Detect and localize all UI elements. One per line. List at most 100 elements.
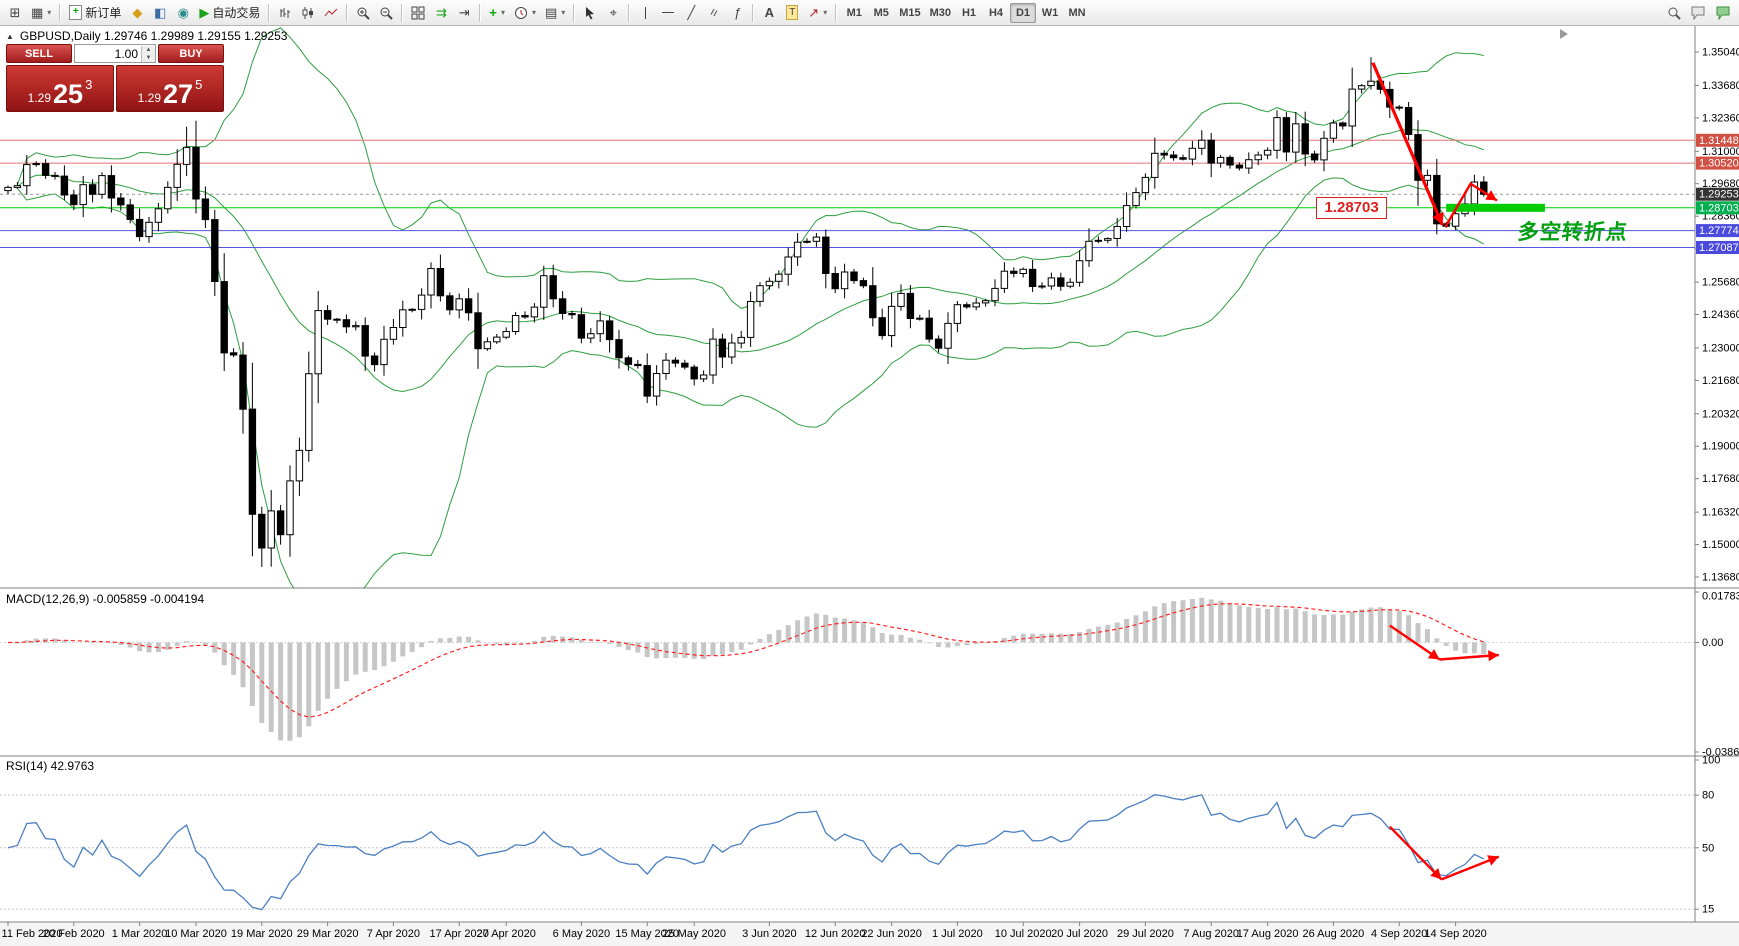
horizontal-line-button[interactable] <box>657 2 679 24</box>
svg-text:1.27087: 1.27087 <box>1699 242 1739 254</box>
trendline-button[interactable]: ╱ <box>680 2 702 24</box>
svg-text:50: 50 <box>1702 842 1714 854</box>
trend-arrows[interactable] <box>1371 62 1498 228</box>
volume-input-wrap: ▲ ▼ <box>74 44 156 63</box>
chart-profiles-button[interactable]: ▦ ▾ <box>27 2 55 24</box>
price-annotation-label[interactable]: 1.28703 <box>1316 196 1387 219</box>
volume-up-icon[interactable]: ▲ <box>142 45 155 54</box>
community-chat-icon[interactable] <box>1712 2 1735 24</box>
timeframe-M1-button[interactable]: M1 <box>841 3 867 23</box>
svg-text:1.29253: 1.29253 <box>1699 189 1739 201</box>
main-panel <box>0 27 1695 588</box>
svg-text:17 Apr 2020: 17 Apr 2020 <box>430 928 489 940</box>
rsi-annotation-arrows[interactable] <box>1388 825 1500 881</box>
time-axis-strip <box>0 922 1739 946</box>
auto-scroll-button[interactable]: ⇉ <box>430 2 452 24</box>
data-window-button[interactable]: ◧ <box>149 2 171 24</box>
svg-text:12 Jun 2020: 12 Jun 2020 <box>805 928 866 940</box>
text-button[interactable]: A <box>758 2 780 24</box>
buy-price-panel[interactable]: 1.29 27 5 <box>116 65 224 112</box>
svg-text:1.27774: 1.27774 <box>1699 225 1739 237</box>
horizontal-levels[interactable] <box>0 139 1695 248</box>
toolbar-separator <box>401 3 404 22</box>
svg-text:4 Sep 2020: 4 Sep 2020 <box>1371 928 1427 940</box>
tile-windows-button[interactable] <box>407 2 429 24</box>
sell-price-small: 1.29 <box>27 91 52 105</box>
toolbar-separator <box>835 3 838 22</box>
turning-point-annotation[interactable]: 多空转折点 <box>1516 220 1629 244</box>
chart-shift-button[interactable]: ⇥ <box>453 2 475 24</box>
candlestick-chart-button[interactable] <box>297 2 319 24</box>
new-order-button[interactable]: + 新订单 <box>65 2 125 24</box>
svg-text:10 Mar 2020: 10 Mar 2020 <box>165 928 227 940</box>
channel-button[interactable]: = <box>703 2 725 24</box>
zoom-in-button[interactable] <box>352 2 374 24</box>
collapse-trade-panel-icon[interactable]: ▲ <box>6 31 14 41</box>
buy-button[interactable]: BUY <box>158 44 224 63</box>
svg-text:1.20320: 1.20320 <box>1702 408 1739 420</box>
svg-text:1.29680: 1.29680 <box>1702 178 1739 190</box>
period-button[interactable]: ▾ <box>510 2 540 24</box>
svg-text:22 Jun 2020: 22 Jun 2020 <box>861 928 922 940</box>
sell-price-panel[interactable]: 1.29 25 3 <box>6 65 114 112</box>
svg-text:7 Apr 2020: 7 Apr 2020 <box>367 928 420 940</box>
arrow-tool-button[interactable]: ↗ ▾ <box>804 2 831 24</box>
fibonacci-button[interactable]: ƒ <box>726 2 748 24</box>
price-chart-canvas[interactable]: 1.350401.336801.323601.310001.296801.283… <box>0 26 1739 946</box>
add-indicator-button[interactable]: + ▾ <box>485 2 509 24</box>
rsi-panel <box>0 794 1695 911</box>
crosshair-button[interactable]: ⌖ <box>602 2 624 24</box>
svg-text:27 Apr 2020: 27 Apr 2020 <box>477 928 536 940</box>
rsi-line <box>7 794 1485 911</box>
vertical-line-button[interactable] <box>634 2 656 24</box>
volume-down-icon[interactable]: ▼ <box>142 53 155 62</box>
chat-icon[interactable] <box>1687 2 1710 24</box>
timeframe-M15-button[interactable]: M15 <box>895 3 924 23</box>
svg-text:26 Aug 2020: 26 Aug 2020 <box>1303 928 1365 940</box>
svg-text:10 Jul 2020: 10 Jul 2020 <box>995 928 1052 940</box>
timeframe-H1-button[interactable]: H1 <box>956 3 982 23</box>
sell-button[interactable]: SELL <box>6 44 72 63</box>
support-zone-bar[interactable] <box>1446 203 1545 212</box>
bar-chart-button[interactable] <box>274 2 296 24</box>
timeframe-D1-button[interactable]: D1 <box>1010 2 1037 23</box>
rsi-axis-labels: 100 80 50 15 <box>1695 755 1720 916</box>
macd-annotation-arrows[interactable] <box>1389 624 1499 662</box>
chart-shift-marker[interactable] <box>1560 29 1568 39</box>
svg-text:1.31000: 1.31000 <box>1702 146 1739 158</box>
one-click-trading-panel: SELL ▲ ▼ BUY 1.29253 1.292 <box>6 44 224 112</box>
toolbar: ⊞ ▦ ▾ + 新订单 ◆ ◧ ◉ ▶ 自动交易 ⇉ ⇥ + ▾ ▾ ▤ ▾ ⌖ ╱ = ƒ A T ↗ ▾ M1 M5 M15 M30… <box>0 0 1739 26</box>
line-chart-button[interactable] <box>320 2 342 24</box>
timeframe-M5-button[interactable]: M5 <box>868 3 894 23</box>
timeframe-W1-button[interactable]: W1 <box>1037 3 1063 23</box>
strategy-tester-button[interactable]: ◉ <box>172 2 194 24</box>
svg-text:1.30520: 1.30520 <box>1699 158 1739 170</box>
toolbar-separator <box>268 3 271 22</box>
candles <box>4 57 1488 567</box>
svg-text:14 Sep 2020: 14 Sep 2020 <box>1424 928 1486 940</box>
chart-overlay: ▲ GBPUSD,Daily 1.29746 1.29989 1.29155 1… <box>0 26 1739 946</box>
template-button[interactable]: ▤ ▾ <box>541 2 569 24</box>
svg-text:80: 80 <box>1702 790 1714 802</box>
timeframe-H4-button[interactable]: H4 <box>983 3 1009 23</box>
svg-text:20 Jul 2020: 20 Jul 2020 <box>1051 928 1108 940</box>
zoom-out-button[interactable] <box>375 2 397 24</box>
svg-text:7 Aug 2020: 7 Aug 2020 <box>1183 928 1239 940</box>
autotrading-button[interactable]: ▶ 自动交易 <box>195 2 264 24</box>
text-label-button[interactable]: T <box>781 2 803 24</box>
svg-text:1.21680: 1.21680 <box>1702 375 1739 387</box>
timeframe-M30-button[interactable]: M30 <box>926 3 955 23</box>
search-icon[interactable] <box>1663 2 1685 24</box>
svg-text:0.00: 0.00 <box>1702 637 1723 649</box>
svg-text:1 Jul 2020: 1 Jul 2020 <box>932 928 983 940</box>
toolbar-separator <box>479 3 482 22</box>
timeframe-MN-button[interactable]: MN <box>1064 3 1090 23</box>
cursor-button[interactable] <box>579 2 601 24</box>
svg-text:1.32360: 1.32360 <box>1702 112 1739 124</box>
volume-input[interactable] <box>75 45 141 62</box>
toolbar-separator <box>573 3 576 22</box>
new-chart-button[interactable]: ⊞ <box>4 2 26 24</box>
market-watch-button[interactable]: ◆ <box>126 2 148 24</box>
